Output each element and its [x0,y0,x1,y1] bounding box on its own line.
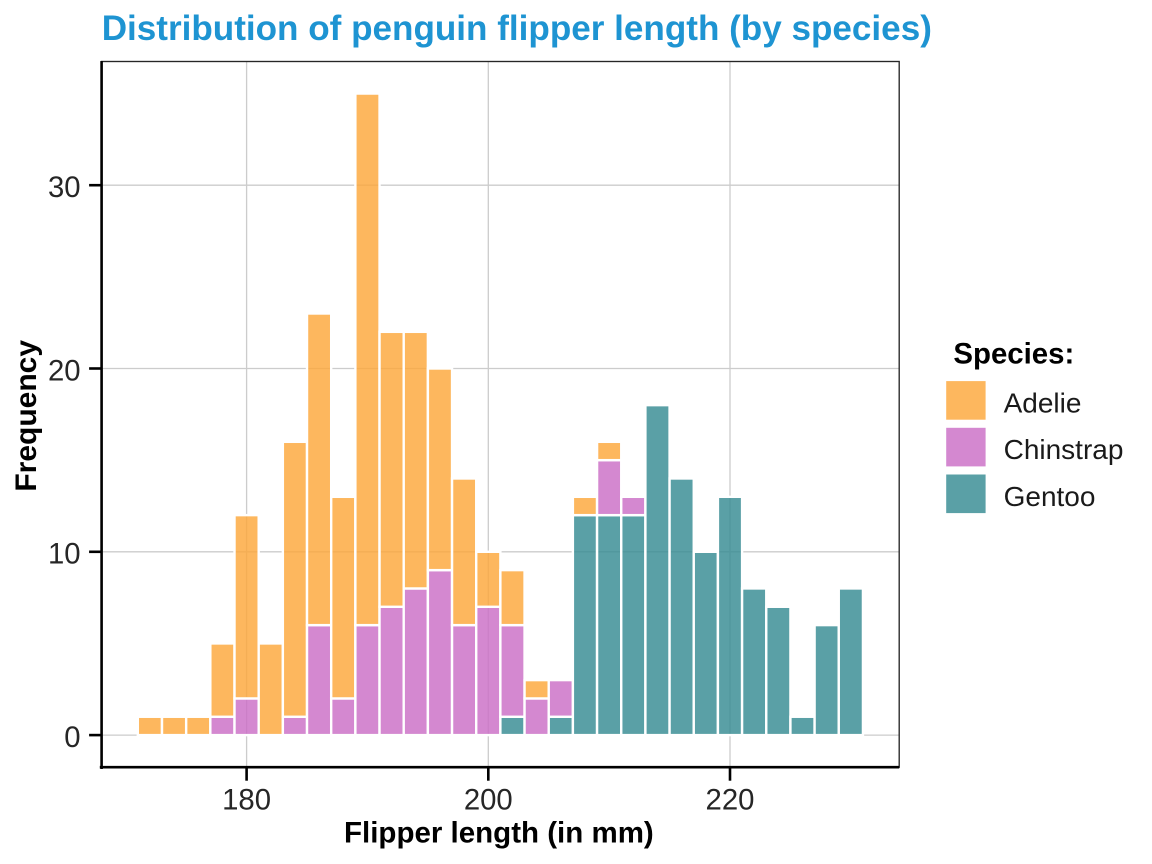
svg-text:Species:: Species: [953,337,1074,370]
svg-text:Gentoo: Gentoo [1004,481,1096,512]
svg-text:Chinstrap: Chinstrap [1004,434,1124,465]
svg-text:Frequency: Frequency [10,340,43,492]
svg-text:200: 200 [464,783,513,816]
svg-text:0: 0 [64,721,80,754]
svg-text:Adelie: Adelie [1004,387,1082,418]
svg-text:10: 10 [48,538,81,571]
svg-text:220: 220 [706,783,755,816]
svg-text:20: 20 [48,354,81,387]
svg-text:Flipper length (in mm): Flipper length (in mm) [344,817,654,850]
svg-text:180: 180 [222,783,271,816]
svg-text:Distribution of penguin flippe: Distribution of penguin flipper length (… [102,9,932,48]
svg-text:30: 30 [48,171,81,204]
